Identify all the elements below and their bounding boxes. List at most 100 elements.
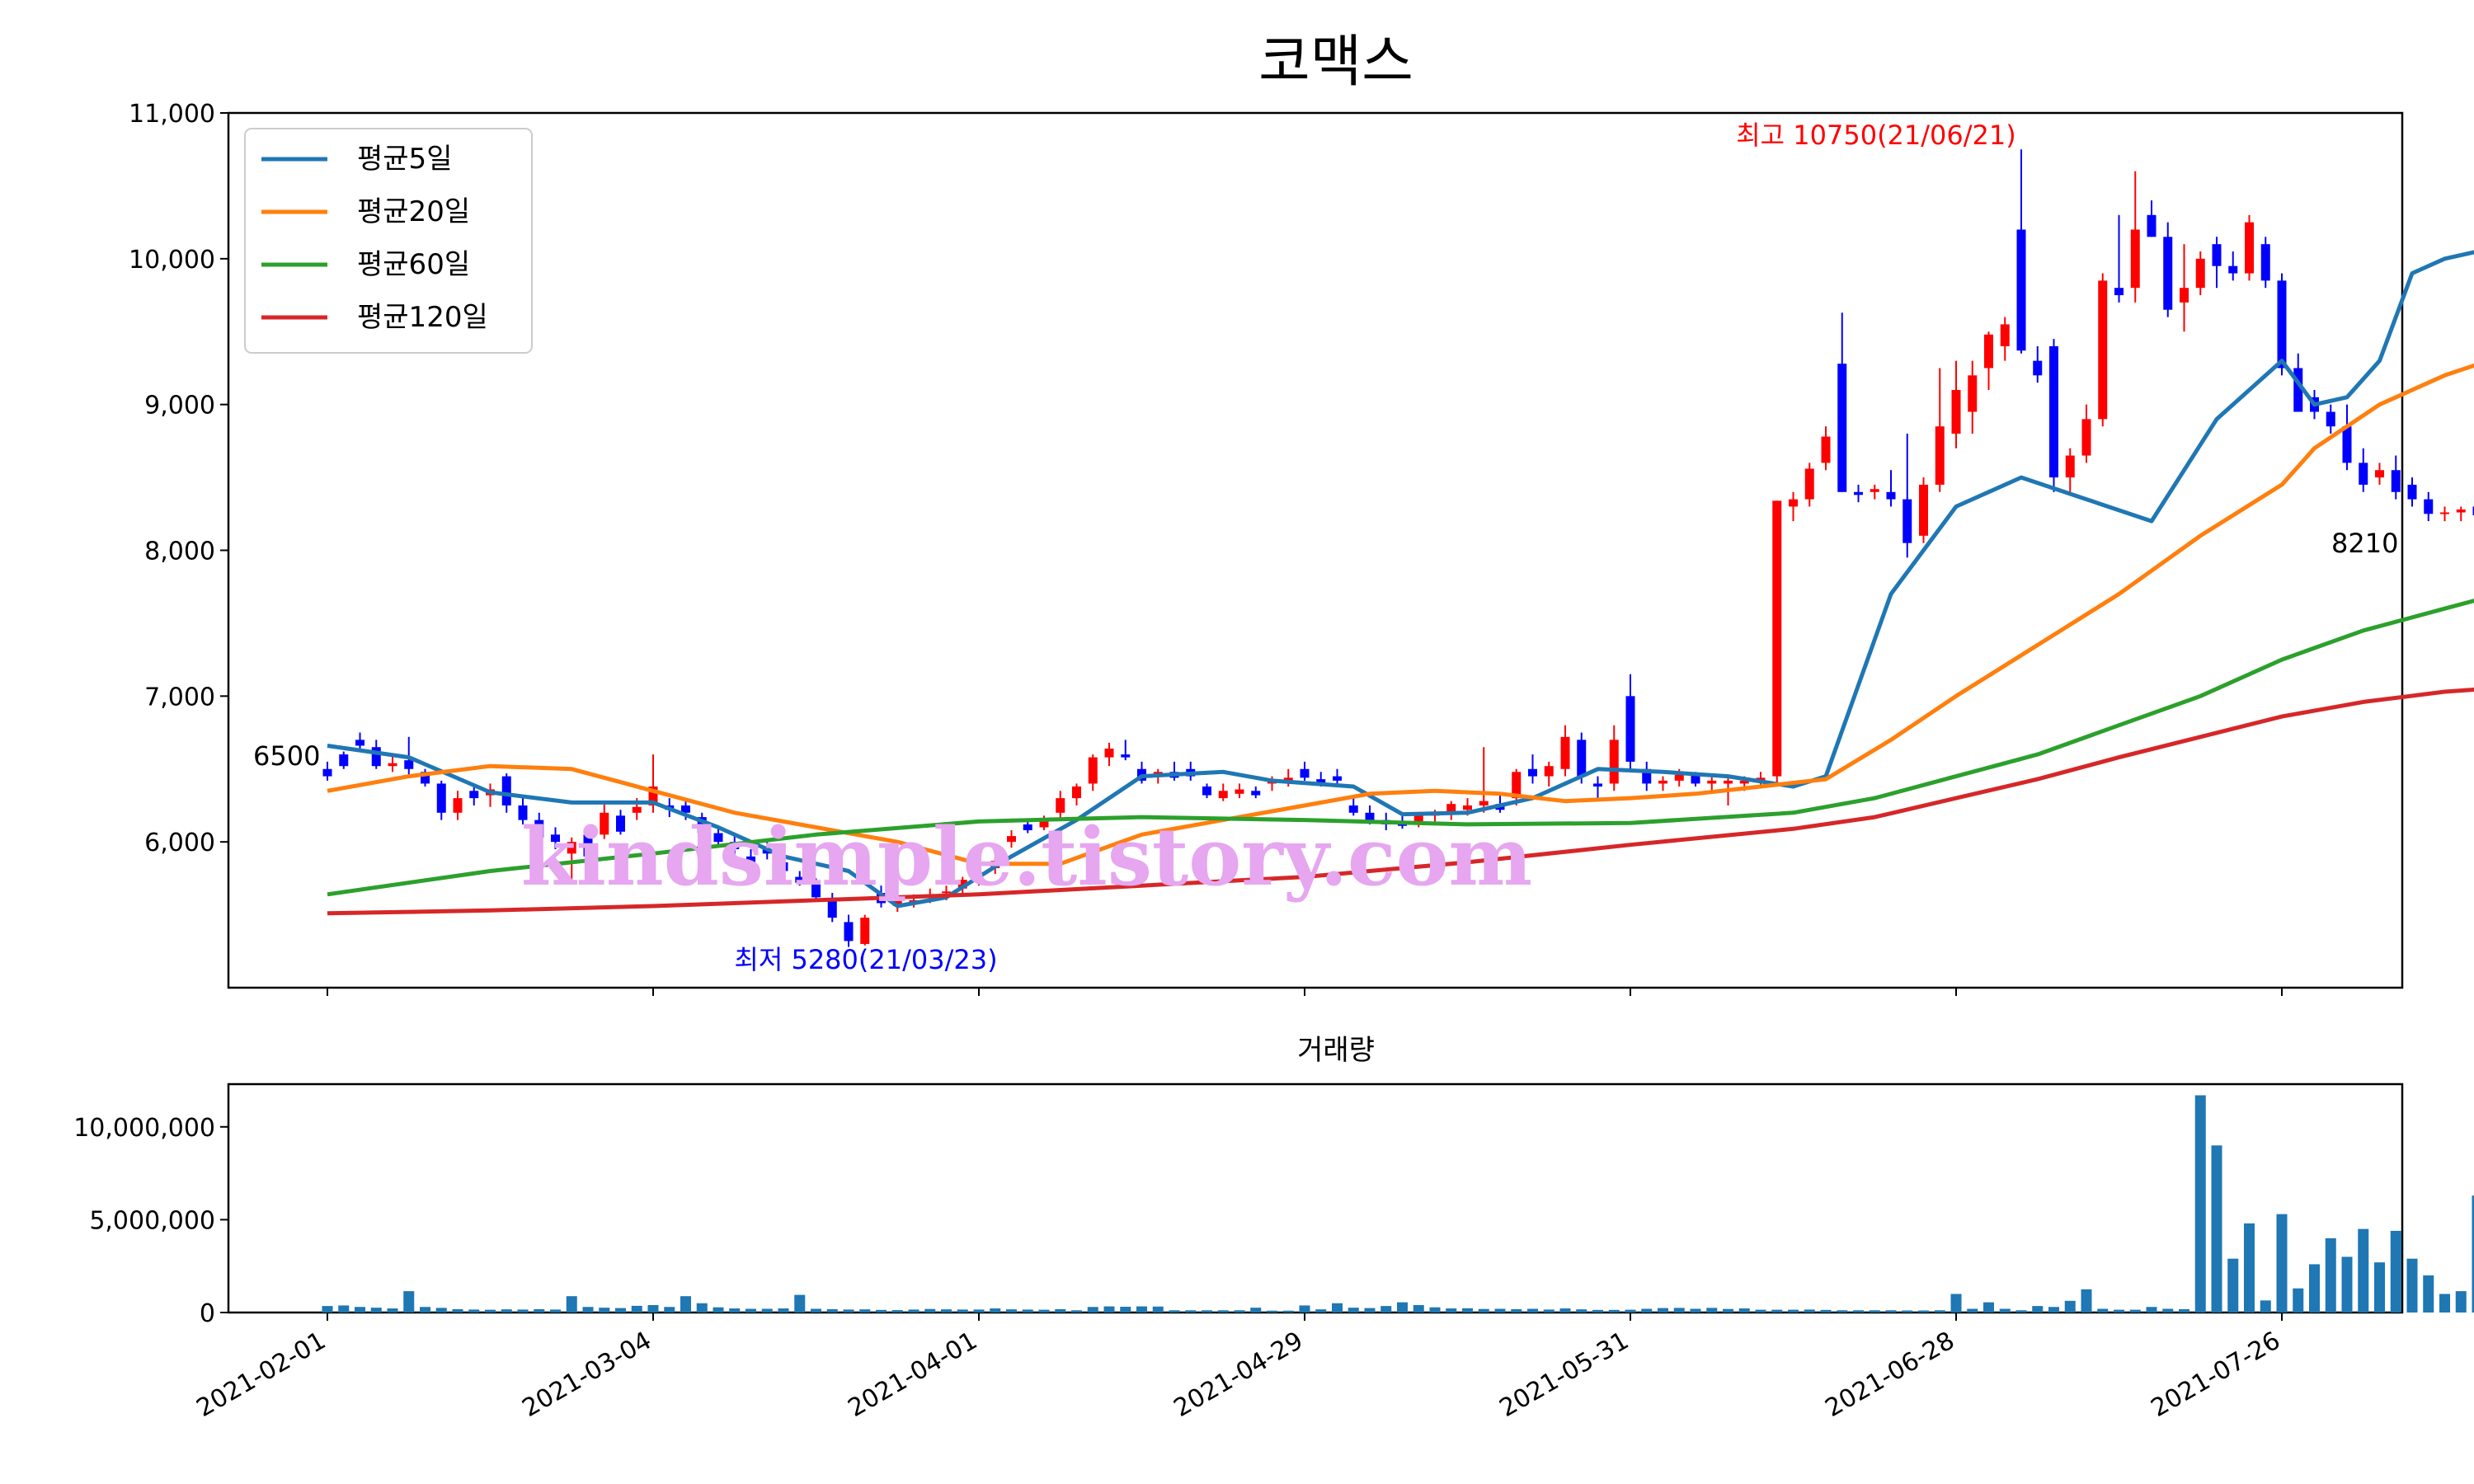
volume-bar xyxy=(1348,1308,1359,1313)
volume-bar xyxy=(826,1308,838,1313)
candle-body xyxy=(2147,214,2157,237)
candle-body xyxy=(1316,779,1326,784)
volume-bar xyxy=(1364,1308,1376,1313)
legend-label-ma120: 평균120일 xyxy=(357,301,488,334)
candle-body xyxy=(1088,757,1098,784)
volume-bar xyxy=(1511,1308,1522,1313)
candle-body xyxy=(827,899,837,918)
volume-bar xyxy=(1999,1308,2011,1313)
volume-bar xyxy=(1658,1308,1668,1313)
volume-bar xyxy=(1706,1308,1718,1313)
candle-body xyxy=(551,834,560,843)
volume-bar xyxy=(2129,1309,2141,1313)
price-x-axis xyxy=(327,988,2283,996)
first-close-label: 6500 xyxy=(253,740,320,772)
volume-bar xyxy=(1559,1308,1571,1313)
candle-body xyxy=(2033,360,2043,376)
candle-body xyxy=(2130,229,2140,289)
volume-bar xyxy=(1120,1307,1131,1313)
volume-bar xyxy=(990,1308,1001,1313)
volume-bar xyxy=(1462,1308,1473,1313)
volume-bar xyxy=(647,1304,659,1313)
candle-body xyxy=(371,747,381,767)
candle-body xyxy=(2228,265,2238,274)
volume-bar xyxy=(1169,1310,1180,1313)
volume-bar xyxy=(1055,1308,1066,1313)
candle-body xyxy=(2245,222,2254,274)
volume-bar xyxy=(452,1308,463,1313)
volume-bar xyxy=(924,1308,936,1313)
volume-bar xyxy=(435,1308,447,1313)
volume-bar xyxy=(1234,1310,1245,1313)
candle-body xyxy=(1609,740,1619,784)
candle-body xyxy=(1903,499,1912,543)
candle-body xyxy=(2472,506,2474,516)
ma-line-20 xyxy=(327,363,2474,866)
volume-y-tick-label: 5,000,000 xyxy=(89,1206,215,1235)
volume-bar xyxy=(1429,1307,1441,1313)
volume-bar xyxy=(680,1296,691,1313)
candle-body xyxy=(2098,280,2108,420)
candle-body xyxy=(1951,389,1961,434)
volume-bar xyxy=(1950,1294,1962,1313)
volume-bar xyxy=(1332,1303,1343,1313)
high-annotation: 최고 10750(21/06/21) xyxy=(1736,120,2016,151)
candle-body xyxy=(632,806,642,813)
x-tick-label: 2021-07-26 xyxy=(2147,1327,2285,1423)
candle-body xyxy=(1642,768,1652,784)
candle-body xyxy=(1463,805,1472,810)
volume-bar xyxy=(1202,1310,1212,1313)
volume-bar xyxy=(2194,1095,2206,1313)
candle-body xyxy=(1056,798,1065,813)
ma-line-120 xyxy=(327,687,2474,916)
volume-bar xyxy=(1576,1309,1587,1313)
candle-body xyxy=(1593,783,1602,787)
candle-body xyxy=(1202,786,1211,796)
candle-body xyxy=(1658,780,1667,784)
candle-body xyxy=(648,786,658,805)
candle-body xyxy=(844,922,854,942)
x-tick-label: 2021-06-28 xyxy=(1821,1327,1959,1423)
volume-bar xyxy=(2097,1308,2109,1313)
candle-body xyxy=(2359,463,2368,485)
volume-bar xyxy=(2374,1262,2385,1313)
volume-bar xyxy=(876,1309,887,1313)
candle-body xyxy=(1413,815,1423,822)
price-y-tick-label: 9,000 xyxy=(144,392,215,420)
volume-bar xyxy=(1315,1309,1327,1313)
volume-bar xyxy=(1071,1310,1082,1313)
volume-bar xyxy=(403,1291,415,1313)
candle-body xyxy=(1333,776,1342,781)
price-y-tick-label: 8,000 xyxy=(144,538,215,566)
candle-body xyxy=(892,897,902,906)
candle-body xyxy=(1691,774,1700,784)
price-y-axis: 6,000 7,000 8,000 9,000 10,000 11,000 xyxy=(129,100,228,857)
volume-bar xyxy=(1446,1308,1457,1313)
candle-body xyxy=(2293,368,2303,412)
volume-title: 거래량 xyxy=(1297,1034,1375,1067)
moving-average-lines xyxy=(327,250,2474,916)
volume-bar xyxy=(1869,1310,1880,1313)
volume-bar xyxy=(664,1307,675,1313)
candle-body xyxy=(2081,419,2091,456)
volume-bar xyxy=(2211,1145,2222,1313)
volume-bar xyxy=(1690,1308,1701,1313)
x-tick-label: 2021-03-04 xyxy=(518,1327,656,1423)
volume-bar xyxy=(696,1303,708,1313)
volume-bar xyxy=(387,1308,398,1313)
candle-body xyxy=(1479,801,1489,805)
volume-bar xyxy=(843,1309,854,1313)
x-tick-label: 2021-02-01 xyxy=(192,1327,331,1423)
volume-bar xyxy=(1723,1308,1733,1313)
volume-bar xyxy=(2472,1195,2474,1313)
candle-body xyxy=(1984,334,1993,369)
candle-body xyxy=(1707,780,1717,784)
volume-plot-frame xyxy=(227,1082,2404,1314)
volume-bar xyxy=(1918,1310,1929,1313)
candle-body xyxy=(388,763,397,767)
volume-bar xyxy=(2390,1230,2401,1313)
candle-body xyxy=(518,805,528,820)
candle-body xyxy=(1300,768,1310,778)
volume-bar xyxy=(2276,1214,2288,1313)
